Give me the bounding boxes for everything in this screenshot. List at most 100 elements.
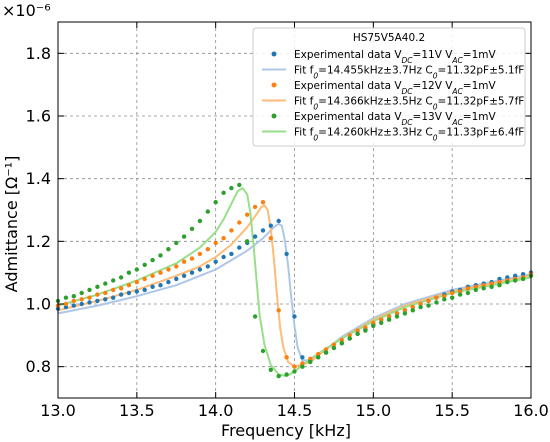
x-tick-label: 16.0 <box>513 401 549 420</box>
data-point <box>150 273 155 278</box>
x-tick-label: 15.0 <box>356 401 392 420</box>
data-point <box>308 359 313 365</box>
data-point <box>481 283 486 288</box>
data-point <box>229 251 234 257</box>
data-point <box>174 264 179 269</box>
data-point <box>221 190 226 195</box>
data-point <box>205 209 210 214</box>
data-point <box>426 303 431 308</box>
y-tick-label: 1.0 <box>26 295 51 314</box>
data-point <box>450 290 455 296</box>
data-point <box>95 284 100 289</box>
data-point <box>442 297 447 302</box>
data-point <box>79 301 84 307</box>
data-point <box>166 279 171 285</box>
data-point <box>95 292 100 297</box>
data-point <box>189 226 195 231</box>
y-tick-label: 0.8 <box>26 357 51 376</box>
x-tick-label: 14.0 <box>198 401 234 420</box>
data-point <box>347 336 352 341</box>
x-tick-label: 15.5 <box>434 401 470 420</box>
data-point <box>292 369 297 374</box>
legend-entry: Experimental data VDC=13V VAC=1mV <box>294 111 497 127</box>
data-point <box>134 279 139 285</box>
data-point <box>71 303 77 308</box>
data-point <box>394 311 400 316</box>
fit-curve <box>57 223 532 362</box>
data-point <box>229 185 234 191</box>
data-point <box>410 304 415 310</box>
data-point <box>63 301 69 307</box>
data-point <box>316 355 321 360</box>
data-point <box>339 337 344 343</box>
data-point <box>363 325 368 330</box>
data-point <box>450 295 455 300</box>
data-point <box>181 273 187 278</box>
data-point <box>197 267 203 272</box>
data-point <box>118 292 124 297</box>
data-point <box>252 234 258 239</box>
x-tick-label: 13.5 <box>119 401 155 420</box>
data-point <box>323 350 329 355</box>
data-point <box>465 286 471 291</box>
x-axis-label: Frequency [kHz] <box>221 421 351 440</box>
data-point <box>284 251 289 257</box>
data-point <box>331 345 337 351</box>
data-point <box>103 281 108 286</box>
data-point <box>457 289 463 294</box>
data-point <box>410 308 415 313</box>
data-point <box>150 257 155 263</box>
data-point <box>284 355 289 360</box>
data-point <box>111 278 116 283</box>
legend-entry: Fit f0=14.455kHz±3.7Hz C0=11.32pF±5.1fF <box>294 65 524 81</box>
y-tick-label: 1.8 <box>26 44 51 63</box>
data-point <box>252 314 258 319</box>
data-point <box>284 372 289 377</box>
legend-entry: Experimental data VDC=12V VAC=1mV <box>294 80 497 96</box>
data-point <box>158 253 163 258</box>
legend-marker <box>271 113 277 119</box>
y-tick-label: 1.6 <box>26 107 51 126</box>
y-tick-label: 1.2 <box>26 232 51 251</box>
data-point <box>497 279 502 285</box>
data-point <box>268 367 273 372</box>
data-point <box>111 295 116 300</box>
data-point <box>166 267 171 272</box>
data-point <box>142 262 147 267</box>
data-point <box>371 323 376 329</box>
data-point <box>300 361 305 366</box>
data-point <box>134 289 139 294</box>
legend: HS75V5A40.2 Experimental data VDC=11V VAC… <box>252 27 526 147</box>
data-point <box>520 272 526 277</box>
data-point <box>363 328 368 333</box>
data-point <box>221 254 226 260</box>
data-point <box>237 182 242 188</box>
data-point <box>166 247 171 252</box>
data-point <box>126 270 132 275</box>
data-point <box>158 270 163 275</box>
data-point <box>118 275 124 280</box>
data-point <box>434 295 439 300</box>
data-point <box>442 294 447 299</box>
data-point <box>473 287 478 293</box>
legend-entry: Experimental data VDC=11V VAC=1mV <box>294 49 497 65</box>
data-point <box>229 228 234 233</box>
data-point <box>355 328 360 333</box>
data-point <box>513 273 518 278</box>
data-point <box>71 298 77 304</box>
y-offset-text: ×10⁻⁶ <box>2 1 51 20</box>
data-point <box>339 341 344 346</box>
data-point <box>213 259 218 264</box>
data-point <box>71 294 77 299</box>
data-point <box>252 204 258 210</box>
data-point <box>63 304 69 310</box>
data-point <box>189 256 195 261</box>
data-point <box>331 342 337 347</box>
y-tick-label: 1.4 <box>26 169 51 188</box>
data-point <box>134 267 139 272</box>
data-point <box>87 300 92 305</box>
data-point <box>276 218 281 224</box>
data-point <box>237 245 242 250</box>
data-point <box>189 270 195 275</box>
axis-ticks: 13.0 13.5 14.0 14.5 15.0 15.5 16.0 0.8 1.0 1.2 1.4… <box>26 22 549 420</box>
